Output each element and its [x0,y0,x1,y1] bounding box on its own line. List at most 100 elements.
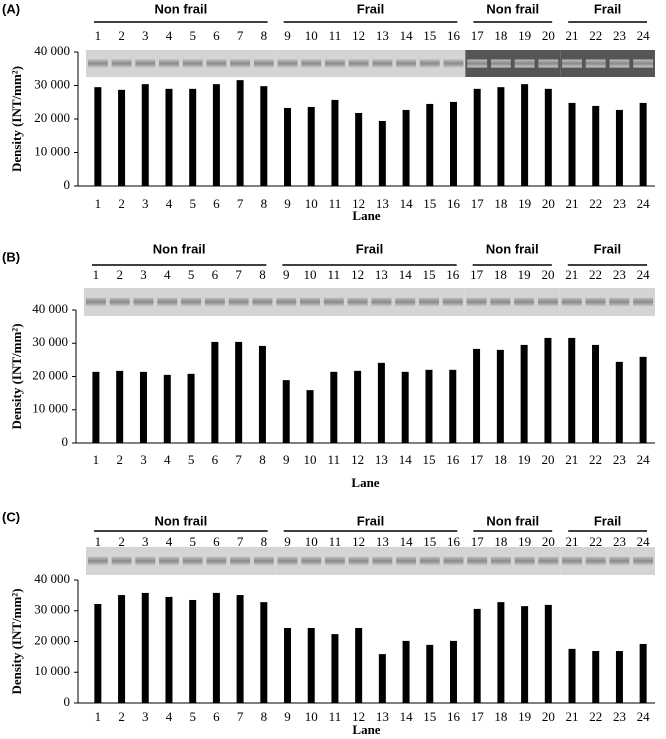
blot-band [538,59,559,68]
x-tick-label: 22 [589,196,602,211]
bar [426,644,434,703]
bar [118,595,126,703]
blot-band [276,297,297,307]
bar [473,348,481,443]
x-tick-label: 13 [375,452,388,467]
bar [520,344,528,443]
bar [187,373,195,443]
lane-number: 9 [284,28,291,43]
lane-number: 11 [329,28,342,43]
x-tick-label: 13 [376,709,389,724]
x-tick-label: 19 [518,709,531,724]
x-tick-label: 24 [637,196,651,211]
group-label: Frail [594,241,621,256]
blot-band [301,556,322,566]
panel-label: (A) [2,1,20,16]
group-label: Non frail [486,513,539,528]
x-tick-label: 9 [283,452,290,467]
blot-band [300,297,321,307]
bar [141,84,149,186]
x-tick-label: 22 [589,452,602,467]
bar [212,592,220,703]
blot-band [228,297,249,307]
blot-band [514,59,535,68]
lane-number: 14 [400,534,414,549]
x-tick-label: 21 [566,709,579,724]
y-axis-label: Density (INT/mm²) [9,66,24,172]
x-tick-label: 5 [189,709,196,724]
bar [378,121,386,186]
x-tick-label: 6 [212,452,219,467]
lane-number: 19 [518,28,531,43]
lane-number: 13 [376,534,389,549]
y-tick-label: 10 000 [34,663,70,678]
bar [568,102,576,186]
bar [401,371,409,443]
lane-number: 8 [261,28,268,43]
x-tick-label: 5 [188,452,195,467]
y-tick-label: 40 000 [34,571,70,586]
blot-band [348,556,369,566]
bar [260,86,268,186]
lane-number: 4 [166,534,173,549]
bar [473,88,481,186]
lane-number: 1 [95,28,102,43]
lane-number: 2 [116,267,123,282]
lane-number: 10 [305,534,318,549]
blot-band [633,297,654,307]
group-label: Non frail [153,241,206,256]
group-label: Frail [356,241,383,256]
bar [94,603,102,703]
lane-number: 5 [189,534,196,549]
x-tick-label: 10 [304,452,317,467]
blot-band [396,556,417,566]
x-tick-label: 9 [284,196,291,211]
bar [92,371,100,443]
x-tick-label: 20 [541,452,554,467]
lane-number: 6 [213,534,220,549]
bar [331,99,339,186]
blot-band [514,297,535,307]
bar [330,371,338,443]
lane-number: 13 [375,267,388,282]
x-tick-label: 21 [565,452,578,467]
bar [639,643,647,703]
blot-band [182,556,203,566]
lane-number: 17 [471,534,485,549]
x-tick-label: 11 [329,196,342,211]
bar [260,602,268,703]
blot-band [585,297,606,307]
x-tick-label: 23 [613,196,626,211]
blot-band [538,556,559,566]
x-tick-label: 12 [352,196,365,211]
x-tick-label: 18 [494,452,507,467]
x-tick-label: 13 [376,196,389,211]
bar [211,341,219,443]
x-tick-label: 1 [93,452,100,467]
blot-band [182,59,203,68]
bar [189,599,197,703]
x-tick-label: 17 [470,452,484,467]
x-tick-label: 2 [118,709,125,724]
x-tick-label: 6 [213,196,220,211]
bar [544,88,552,186]
lane-number: 18 [494,267,507,282]
x-tick-label: 14 [400,709,414,724]
lane-number: 11 [329,534,342,549]
x-tick-label: 17 [471,196,485,211]
lane-number: 7 [237,534,244,549]
lane-number: 1 [93,267,100,282]
blot-band [348,59,369,68]
bar [426,103,434,186]
x-tick-label: 8 [261,709,268,724]
lane-number: 17 [470,267,484,282]
bar [639,102,647,186]
lane-number: 23 [613,267,626,282]
blot-band [87,556,108,566]
blot-band [181,297,202,307]
blot-band [253,556,274,566]
x-axis-label: Lane [352,722,380,737]
lane-number: 12 [352,534,365,549]
lane-number: 24 [637,28,651,43]
